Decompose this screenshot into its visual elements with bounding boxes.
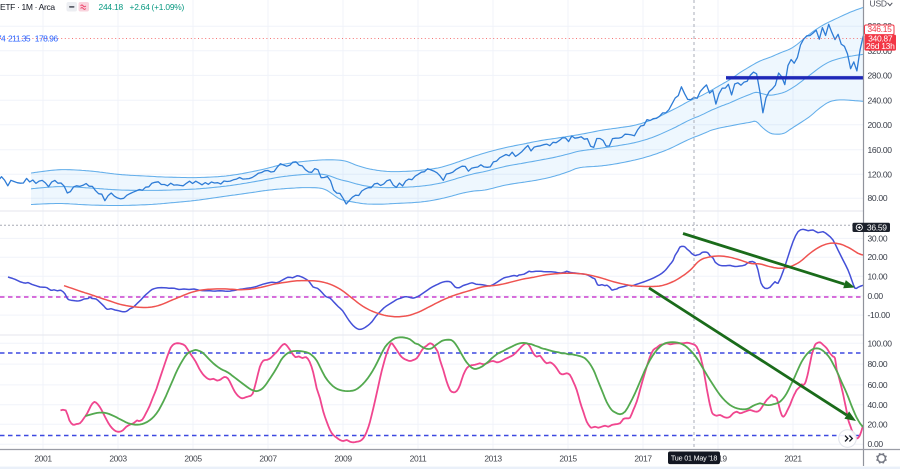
svg-text:211.35: 211.35 xyxy=(8,34,31,44)
svg-text:2021: 2021 xyxy=(784,454,802,464)
svg-text:2005: 2005 xyxy=(184,454,202,464)
svg-text:ETF · 1M · Arca: ETF · 1M · Arca xyxy=(0,2,55,12)
svg-text:346.15: 346.15 xyxy=(867,24,892,34)
svg-text:320.00: 320.00 xyxy=(868,46,893,56)
svg-text:60.00: 60.00 xyxy=(868,380,888,390)
svg-text:2011: 2011 xyxy=(410,454,427,464)
svg-text:340.87: 340.87 xyxy=(868,34,893,44)
svg-text:240.00: 240.00 xyxy=(868,95,893,105)
svg-text:Tue 01 May '18: Tue 01 May '18 xyxy=(671,453,717,462)
svg-text:20.00: 20.00 xyxy=(868,252,888,262)
svg-text:2015: 2015 xyxy=(559,454,577,464)
svg-text:36.59: 36.59 xyxy=(867,223,887,233)
svg-text:120.00: 120.00 xyxy=(868,169,893,179)
svg-text:(+1.09%): (+1.09%) xyxy=(152,2,185,12)
svg-text:2007: 2007 xyxy=(259,454,277,464)
svg-text:200.00: 200.00 xyxy=(868,120,893,130)
svg-text:30.00: 30.00 xyxy=(868,233,888,243)
svg-text:2009: 2009 xyxy=(334,454,352,464)
svg-text:20.00: 20.00 xyxy=(868,419,888,429)
svg-text:2001: 2001 xyxy=(34,454,52,464)
svg-text:10.00: 10.00 xyxy=(868,271,888,281)
svg-text:80.00: 80.00 xyxy=(868,193,888,203)
svg-text:2017: 2017 xyxy=(634,454,652,464)
svg-text:160.00: 160.00 xyxy=(868,145,893,155)
svg-text:2013: 2013 xyxy=(484,454,502,464)
svg-text:280.00: 280.00 xyxy=(868,70,893,80)
svg-text:2003: 2003 xyxy=(109,454,127,464)
svg-text:178.96: 178.96 xyxy=(35,34,59,44)
svg-text:40.00: 40.00 xyxy=(868,400,888,410)
svg-text:26d 13h: 26d 13h xyxy=(866,41,895,51)
svg-text:0.00: 0.00 xyxy=(868,439,884,449)
svg-text:244.18: 244.18 xyxy=(99,2,124,12)
svg-text:+2.64: +2.64 xyxy=(130,2,151,12)
svg-text:80.00: 80.00 xyxy=(868,359,888,369)
svg-text:100.00: 100.00 xyxy=(868,338,893,348)
svg-text:USD: USD xyxy=(870,0,887,9)
svg-text:-10.00: -10.00 xyxy=(868,310,891,320)
svg-text:0.00: 0.00 xyxy=(868,291,884,301)
svg-text:74: 74 xyxy=(0,34,6,44)
